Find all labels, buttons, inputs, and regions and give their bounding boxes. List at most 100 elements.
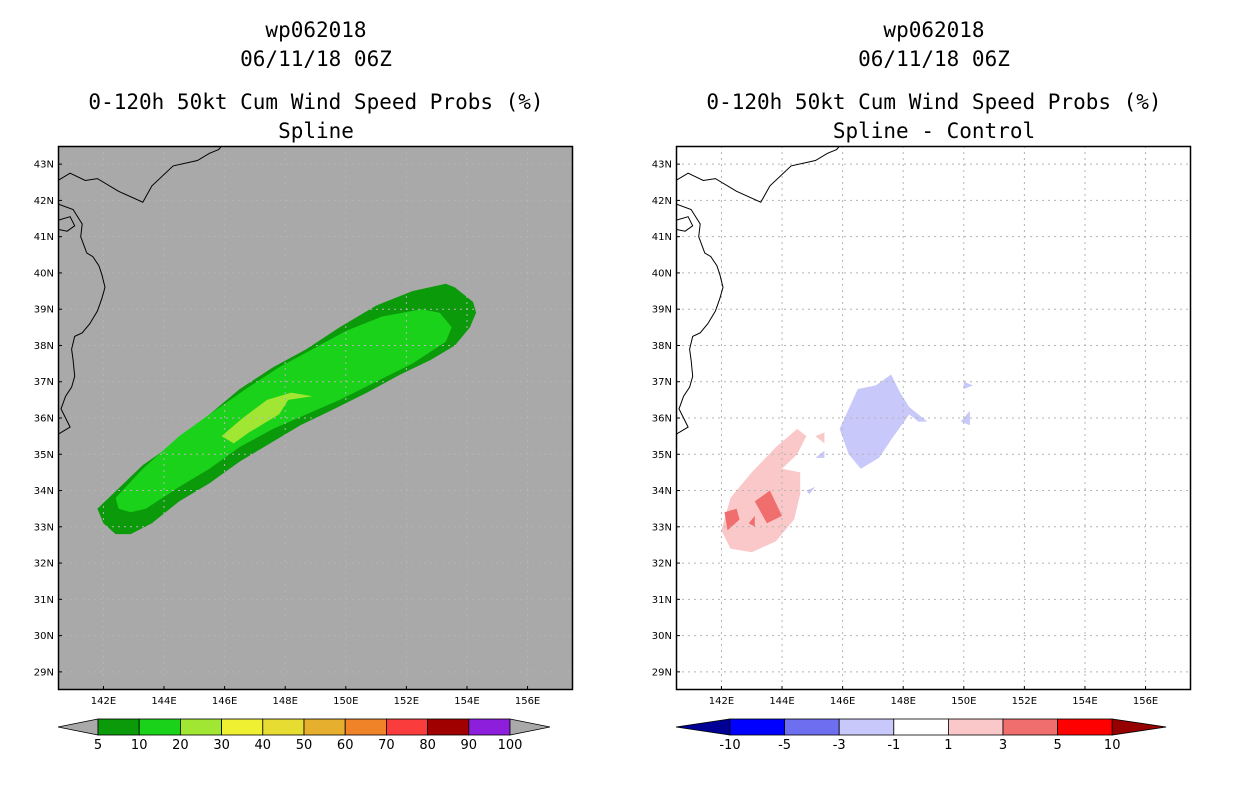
right-y-tick-label: 29N xyxy=(652,667,672,678)
right-y-tick-label: 37N xyxy=(652,377,672,388)
right-colorbar-label: -5 xyxy=(778,738,791,753)
right-x-tick-label: 154E xyxy=(1072,696,1097,707)
left-colorbar-swatch xyxy=(262,718,305,736)
left-y-tick-label: 40N xyxy=(34,268,54,279)
right-map-background xyxy=(676,146,1191,690)
left-x-tick-label: 152E xyxy=(394,696,419,707)
right-y-tick-label: 32N xyxy=(652,559,672,570)
left-colorbar-swatch xyxy=(221,718,264,736)
left-y-tick-label: 43N xyxy=(34,160,54,171)
left-y-tick-label: 31N xyxy=(34,595,54,606)
left-colorbar-label: 10 xyxy=(131,738,148,753)
right-contour-region-0 xyxy=(721,428,807,553)
left-contour-region-1 xyxy=(115,309,452,513)
left-x-tick-label: 154E xyxy=(454,696,479,707)
left-y-tick-label: 42N xyxy=(34,196,54,207)
left-x-tick-label: 142E xyxy=(91,696,116,707)
left-y-tick-label: 33N xyxy=(34,522,54,533)
right-plot-area xyxy=(676,146,1191,690)
right-x-tick-label: 146E xyxy=(830,696,855,707)
left-y-tick-label: 38N xyxy=(34,341,54,352)
left-colorbar-label: 30 xyxy=(213,738,230,753)
right-coastline-0 xyxy=(676,203,724,435)
right-y-tick-label: 43N xyxy=(652,160,672,171)
right-colorbar-swatch xyxy=(729,718,785,736)
left-y-tick-label: 41N xyxy=(34,232,54,243)
right-colorbar-swatch xyxy=(838,718,895,736)
right-storm-id: wp062018 xyxy=(883,18,985,42)
right-y-tick-label: 33N xyxy=(652,522,672,533)
left-subtitle: Spline xyxy=(278,119,354,143)
left-colorbar-label: 60 xyxy=(337,738,354,753)
right-y-tick-label: 40N xyxy=(652,268,672,279)
left-colorbar-swatch xyxy=(179,718,222,736)
right-colorbar-label: 5 xyxy=(1053,738,1061,753)
right-y-tick-label: 36N xyxy=(652,414,672,425)
left-colorbar-swatch xyxy=(344,718,387,736)
right-colorbar-label: -3 xyxy=(833,738,846,753)
right-y-tick-label: 39N xyxy=(652,305,672,316)
right-y-tick-label: 34N xyxy=(652,486,672,497)
left-colorbar-swatch xyxy=(468,718,511,736)
right-colorbar-label: 3 xyxy=(999,738,1007,753)
left-storm-id: wp062018 xyxy=(265,18,367,42)
left-colorbar-label: 5 xyxy=(94,738,102,753)
right-colorbar: -10 -5 -3 -1 1 3 5 10 xyxy=(675,718,1167,753)
left-colorbar-swatch xyxy=(303,718,346,736)
right-y-tick-label: 41N xyxy=(652,232,672,243)
left-y-tick-label: 34N xyxy=(34,486,54,497)
right-x-tick-label: 156E xyxy=(1133,696,1158,707)
right-datetime: 06/11/18 06Z xyxy=(858,47,1010,71)
left-colorbar-label: 100 xyxy=(498,738,523,753)
right-contour-region-1 xyxy=(724,508,740,531)
right-colorbar-swatch xyxy=(948,718,1004,736)
left-colorbar-swatch xyxy=(97,718,140,736)
left-x-tick-label: 146E xyxy=(212,696,237,707)
right-colorbar-swatch xyxy=(784,718,840,736)
left-colorbar-label: 80 xyxy=(419,738,436,753)
right-x-tick-label: 152E xyxy=(1012,696,1037,707)
left-plot-area xyxy=(58,146,573,690)
right-coastline-2 xyxy=(676,216,694,232)
right-colorbar-label: -10 xyxy=(719,738,740,753)
left-colorbar-label: 90 xyxy=(461,738,478,753)
right-x-tick-label: 142E xyxy=(709,696,734,707)
left-colorbar-swatch xyxy=(385,718,428,736)
right-map-panel: 29N 30N 31N 32N 33N 34N 35N 36N 37N 38N 39N 40N 41N 4… xyxy=(652,145,1192,753)
left-colorbar-over xyxy=(509,718,551,736)
left-colorbar-swatch xyxy=(427,718,470,736)
left-colorbar-under xyxy=(57,718,99,736)
left-y-tick-label: 29N xyxy=(34,667,54,678)
left-y-tick-label: 39N xyxy=(34,305,54,316)
right-colorbar-swatch xyxy=(893,718,949,736)
left-colorbar-label: 50 xyxy=(296,738,313,753)
left-colorbar: 5 10 20 30 40 50 60 70 80 90 100 xyxy=(57,718,551,753)
right-x-tick-label: 150E xyxy=(951,696,976,707)
left-datetime: 06/11/18 06Z xyxy=(240,47,392,71)
right-contour-region-5 xyxy=(839,374,928,469)
left-colorbar-swatch xyxy=(138,718,181,736)
left-colorbar-label: 20 xyxy=(172,738,189,753)
right-colorbar-swatch xyxy=(1002,718,1058,736)
right-y-tick-label: 42N xyxy=(652,196,672,207)
right-coastline-1 xyxy=(676,146,840,203)
right-y-tick-label: 38N xyxy=(652,341,672,352)
right-colorbar-label: 1 xyxy=(944,738,952,753)
left-y-tick-label: 37N xyxy=(34,377,54,388)
left-coastline-0 xyxy=(58,203,106,435)
right-x-tick-label: 144E xyxy=(769,696,794,707)
right-y-tick-label: 31N xyxy=(652,595,672,606)
right-colorbar-swatch xyxy=(1057,718,1113,736)
right-contour-region-2 xyxy=(754,490,782,524)
right-contour-region-8 xyxy=(815,450,825,458)
right-x-tick-label: 148E xyxy=(891,696,916,707)
left-y-tick-label: 35N xyxy=(34,450,54,461)
right-colorbar-under xyxy=(675,718,731,736)
left-coastline-2 xyxy=(58,216,76,232)
right-colorbar-label: 10 xyxy=(1104,738,1121,753)
right-subtitle: Spline - Control xyxy=(832,119,1036,143)
left-x-tick-label: 144E xyxy=(151,696,176,707)
right-title: 0-120h 50kt Cum Wind Speed Probs (%) xyxy=(706,90,1162,114)
right-contour-region-4 xyxy=(815,432,825,444)
